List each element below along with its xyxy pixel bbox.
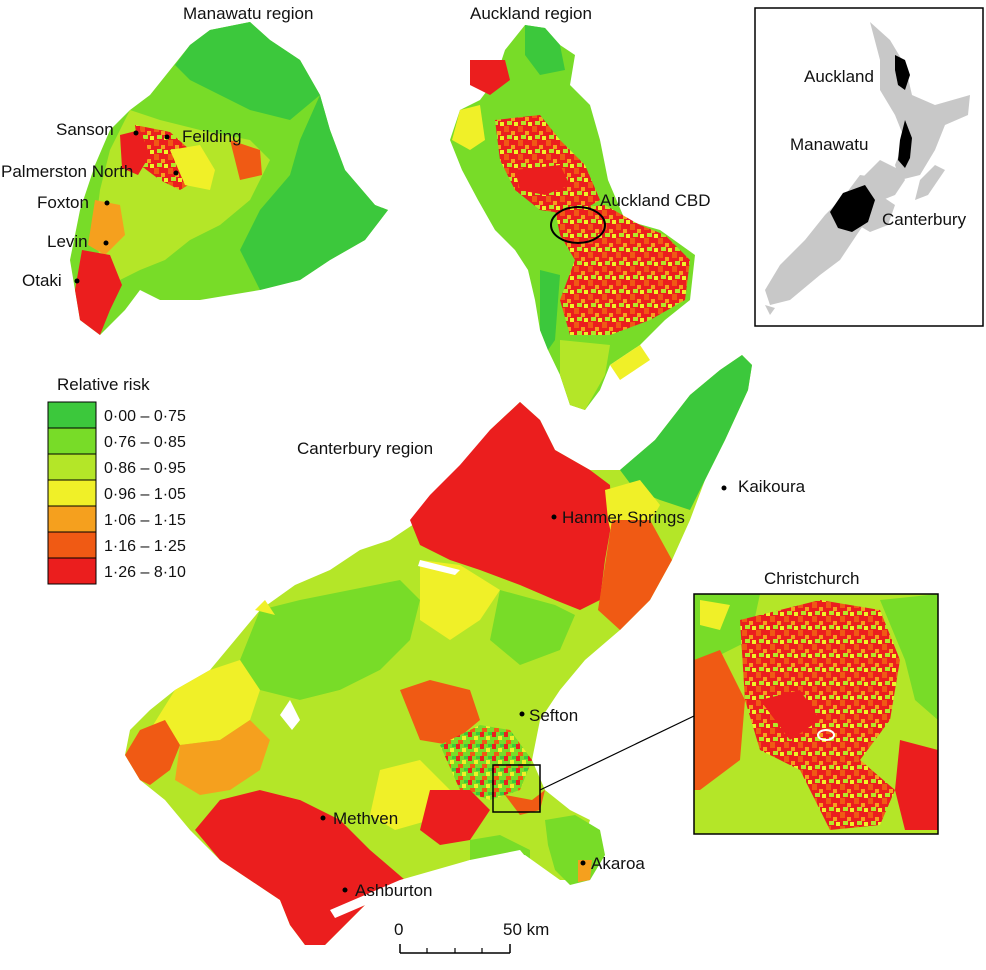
akaroa-label: Akaroa xyxy=(591,854,645,873)
otaki-label: Otaki xyxy=(22,271,62,290)
auckland-cbd-label: Auckland CBD xyxy=(600,191,711,210)
christchurch-connector-line xyxy=(539,715,695,791)
methven-label: Methven xyxy=(333,809,398,828)
sanson-label: Sanson xyxy=(56,120,114,139)
auckland-cbd-ellipse xyxy=(550,206,606,244)
inset-canterbury-label: Canterbury xyxy=(882,210,967,229)
manawatu-region-title: Manawatu region xyxy=(183,4,313,23)
legend-swatch xyxy=(47,401,97,429)
akaroa-dot xyxy=(580,860,586,866)
inset-manawatu-label: Manawatu xyxy=(790,135,868,154)
legend-label: 1·26 – 8·10 xyxy=(104,564,186,581)
palmerston-north-dot xyxy=(173,170,179,176)
canterbury-region-title: Canterbury region xyxy=(297,439,433,458)
christchurch-inset-frame xyxy=(693,593,939,835)
auckland-region-title: Auckland region xyxy=(470,4,592,23)
levin-label: Levin xyxy=(47,232,88,251)
hanmer-springs-label: Hanmer Springs xyxy=(562,508,685,527)
legend-label: 1·16 – 1·25 xyxy=(104,538,186,555)
sefton-label: Sefton xyxy=(529,706,578,725)
ashburton-label: Ashburton xyxy=(355,881,433,900)
kaikoura-dot xyxy=(721,485,727,491)
legend-title: Relative risk xyxy=(57,375,150,394)
legend-swatch xyxy=(47,557,97,585)
nz-inset-map xyxy=(765,22,970,315)
sanson-dot xyxy=(133,130,139,136)
auckland-map xyxy=(450,25,695,410)
kaikoura-label: Kaikoura xyxy=(738,477,806,496)
hanmer-springs-dot xyxy=(551,514,557,520)
palmerston-north-label: Palmerston North xyxy=(1,162,133,181)
manawatu-map xyxy=(70,22,388,335)
levin-dot xyxy=(103,240,109,246)
legend-label: 1·06 – 1·15 xyxy=(104,512,186,529)
scale-bar xyxy=(399,944,511,954)
legend-label: 0·86 – 0·95 xyxy=(104,460,186,477)
legend-swatch xyxy=(47,453,97,481)
methven-dot xyxy=(320,815,326,821)
christchurch-cbd-outline xyxy=(817,729,835,741)
legend: 0·00 – 0·75 0·76 – 0·85 0·86 – 0·95 0·96 – … xyxy=(47,401,186,585)
christchurch-title: Christchurch xyxy=(764,569,859,588)
legend-label: 0·96 – 1·05 xyxy=(104,486,186,503)
foxton-label: Foxton xyxy=(37,193,89,212)
manawatu-town-markers xyxy=(74,130,179,284)
feilding-label: Feilding xyxy=(182,127,242,146)
legend-swatch xyxy=(47,505,97,533)
canterbury-town-markers xyxy=(320,485,727,893)
legend-label: 0·00 – 0·75 xyxy=(104,408,186,425)
legend-swatch xyxy=(47,427,97,455)
legend-swatch xyxy=(47,479,97,507)
scale-start-label: 0 xyxy=(394,920,403,939)
scale-end-label: 50 km xyxy=(503,920,549,939)
ashburton-dot xyxy=(342,887,348,893)
christchurch-inset-map xyxy=(694,594,938,834)
feilding-dot xyxy=(164,134,170,140)
canterbury-map xyxy=(125,355,752,945)
christchurch-locator-box xyxy=(492,764,541,813)
foxton-dot xyxy=(104,200,110,206)
otaki-dot xyxy=(74,278,80,284)
legend-label: 0·76 – 0·85 xyxy=(104,434,186,451)
sefton-dot xyxy=(519,711,525,717)
inset-auckland-label: Auckland xyxy=(804,67,874,86)
legend-swatch xyxy=(47,531,97,559)
